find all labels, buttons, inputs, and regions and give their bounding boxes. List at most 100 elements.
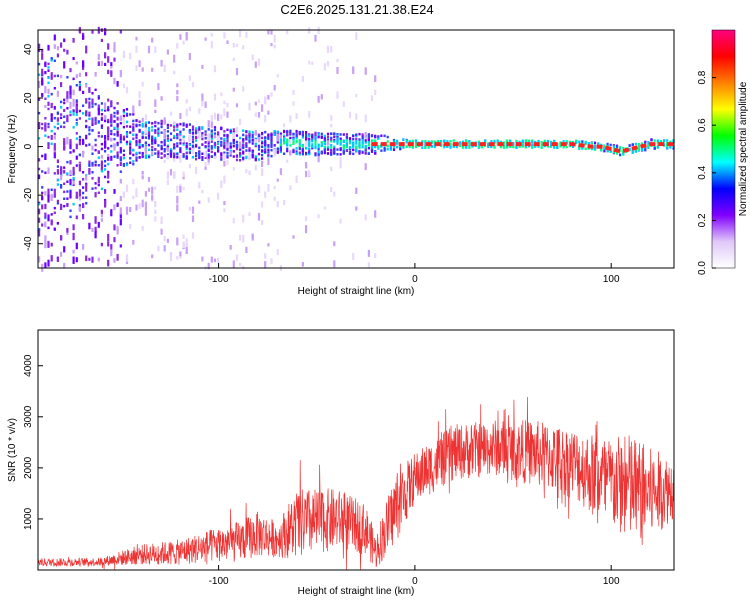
spectrogram-cell <box>94 182 97 185</box>
spectrogram-cell <box>69 178 72 185</box>
spectrogram-cell <box>176 156 179 159</box>
spectrogram-cell <box>270 143 273 147</box>
spectrogram-cell <box>78 193 81 201</box>
spectrogram-cell <box>157 130 160 133</box>
spectrogram-cell <box>305 147 308 150</box>
spectrogram-cell <box>383 146 386 150</box>
spectrogram-cell <box>298 153 301 156</box>
spectrogram-cell <box>141 124 144 128</box>
spectrogram-cell <box>188 134 191 143</box>
spectrogram-cell <box>110 155 113 161</box>
spectrogram-cell <box>367 133 370 137</box>
spectrogram-cell <box>122 109 125 112</box>
snr-x-tick-label: 100 <box>603 576 620 587</box>
spectrogram-cell <box>323 151 326 155</box>
spectrogram-cell <box>273 196 276 201</box>
spectrogram-cell <box>204 156 207 160</box>
spectrogram-cell <box>364 67 367 75</box>
spectrogram-cell <box>436 140 440 143</box>
spectrogram-cell <box>223 110 226 117</box>
spectrogram-cell <box>107 170 110 174</box>
spectrogram-cell <box>116 164 119 167</box>
spectrogram-cell <box>414 140 418 143</box>
spectrogram-cell <box>69 68 72 73</box>
spectrogram-cell <box>88 132 91 136</box>
spectrogram-cell <box>220 137 223 140</box>
spectrogram-cell <box>229 154 232 157</box>
spectrogram-cell <box>267 136 270 139</box>
spectrogram-cell <box>107 259 110 267</box>
spectrogram-cell <box>185 147 188 151</box>
spectrogram-cell <box>85 113 88 117</box>
spectrogram-cell <box>515 140 518 144</box>
spectrogram-cell <box>44 117 47 120</box>
spectrogram-cell <box>138 123 141 127</box>
spectrogram-cell <box>279 132 282 135</box>
spectrogram-cell <box>47 81 50 85</box>
spectrogram-cell <box>499 145 502 149</box>
spectrogram-cell <box>659 140 663 143</box>
spectrogram-cell <box>104 135 107 138</box>
spectrogram-cell <box>97 104 100 109</box>
spectrogram-cell <box>521 139 524 142</box>
spectrogram-cell <box>169 169 173 176</box>
spectrogram-cell <box>518 145 521 148</box>
spectrogram-cell <box>82 196 85 199</box>
spectrogram-cell <box>138 156 141 159</box>
spectrogram-cell <box>239 136 242 140</box>
spectrogram-cell <box>292 101 295 106</box>
spectrogram-cell <box>50 102 53 109</box>
spectrogram-cell <box>125 114 129 117</box>
spectrogram-cell <box>72 178 75 182</box>
spectrogram-cell <box>333 191 336 197</box>
spectrogram-cell <box>119 137 122 141</box>
spectrogram-cell <box>97 120 100 123</box>
spectrogram-cell <box>239 263 242 267</box>
spectrogram-cell <box>440 143 443 146</box>
spectrogram-cell <box>157 150 160 153</box>
spectrogram-cell <box>198 155 201 158</box>
spectrogram-cell <box>82 60 85 68</box>
spectrogram-cell <box>358 140 361 144</box>
spectrogram-cell <box>342 101 345 107</box>
spectrogram-cell <box>151 194 154 201</box>
spectrogram-cell <box>195 135 198 139</box>
spectrogram-cell <box>38 62 41 66</box>
spectrogram-cell <box>424 143 427 146</box>
spectrogram-cell <box>169 111 173 116</box>
spectrogram-cell <box>38 228 41 231</box>
spectrogram-cell <box>490 140 493 143</box>
spectrogram-cell <box>53 211 56 214</box>
colorbar-tick-label: 0.8 <box>697 70 708 84</box>
spectrogram-cell <box>242 152 245 155</box>
spectrogram-cell <box>286 159 289 163</box>
spectrogram-cell <box>97 95 100 98</box>
spectrogram-cell <box>226 159 229 166</box>
spectrogram-cell <box>326 45 330 53</box>
spectrogram-cell <box>113 57 116 62</box>
spectrogram-cell <box>333 147 336 151</box>
spectrogram-cell <box>176 153 179 156</box>
spectrogram-cell <box>47 214 50 222</box>
spectrogram-cell <box>311 135 314 139</box>
spectrogram-cell <box>160 147 163 150</box>
spectrogram-cell <box>166 155 169 160</box>
spectrogram-cell <box>562 146 565 149</box>
spectrogram-cell <box>44 221 47 228</box>
spectrogram-cell <box>100 209 103 214</box>
spectrogram-cell <box>223 130 226 133</box>
spectrogram-cell <box>386 135 389 139</box>
spectrogram-cell <box>242 138 245 141</box>
spectrogram-cell <box>116 130 119 136</box>
spectrogram-cell <box>405 141 408 144</box>
spectrogram-cell <box>374 75 377 82</box>
spectrogram-cell <box>78 141 81 146</box>
spectrogram-cell <box>226 154 229 158</box>
spectrogram-cell <box>188 164 191 169</box>
spectrogram-cell <box>97 156 100 159</box>
spectrogram-cell <box>125 135 129 138</box>
spectrogram-cell <box>305 170 308 178</box>
spectrogram-cell <box>326 148 330 151</box>
spectrogram-cell <box>141 199 144 208</box>
spectrogram-cell <box>370 148 374 152</box>
